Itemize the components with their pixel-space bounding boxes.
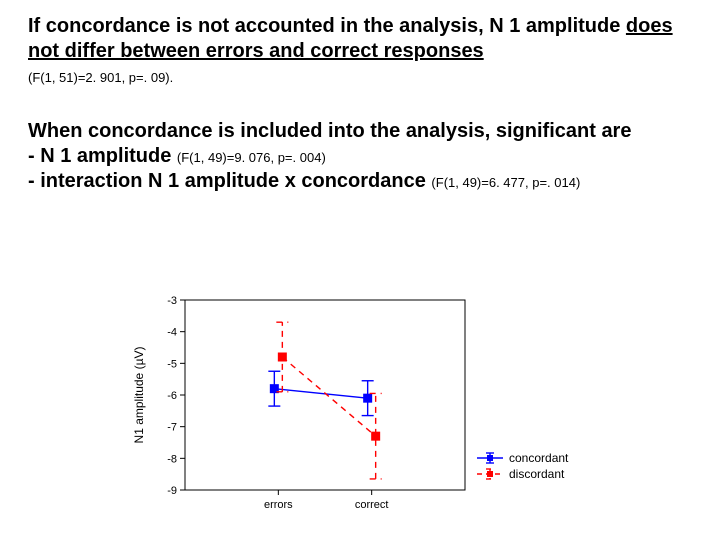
para1-stats: (F(1, 51)=2. 901, p=. 09). [28, 70, 692, 85]
plot-area [185, 300, 465, 490]
y-tick-label: -3 [167, 295, 177, 307]
paragraph-1: If concordance is not accounted in the a… [28, 14, 692, 64]
marker [278, 353, 286, 361]
legend-marker [487, 455, 493, 461]
marker [364, 394, 372, 402]
legend-label-concordant: concordant [509, 451, 569, 465]
x-tick-label: errors [264, 499, 293, 511]
para2-line1: When concordance is included into the an… [28, 119, 692, 144]
legend-marker [487, 471, 493, 477]
para2-line3: - interaction N 1 amplitude x concordanc… [28, 170, 431, 192]
y-tick-label: -8 [167, 453, 177, 465]
para2-line2-stats: (F(1, 49)=9. 076, p=. 004) [177, 150, 326, 165]
y-tick-label: -5 [167, 358, 177, 370]
x-tick-label: correct [355, 499, 389, 511]
chart-svg: -3 -4 -5 -6 -7 -8 -9 errors correct N1 amplitude … [120, 290, 600, 520]
marker [372, 432, 380, 440]
para1-bold: If concordance is not accounted in the a… [28, 15, 626, 37]
paragraph-2: When concordance is included into the an… [28, 119, 692, 194]
y-tick-label: -4 [167, 327, 177, 339]
para2-line2: - N 1 amplitude [28, 145, 177, 167]
legend-label-discordant: discordant [509, 467, 565, 481]
n1-amplitude-chart: -3 -4 -5 -6 -7 -8 -9 errors correct N1 amplitude … [120, 290, 600, 520]
para2-line3-stats: (F(1, 49)=6. 477, p=. 014) [431, 175, 580, 190]
y-tick-label: -9 [167, 485, 177, 497]
y-axis-label: N1 amplitude (µV) [132, 347, 146, 444]
y-tick-label: -7 [167, 422, 177, 434]
y-tick-label: -6 [167, 390, 177, 402]
